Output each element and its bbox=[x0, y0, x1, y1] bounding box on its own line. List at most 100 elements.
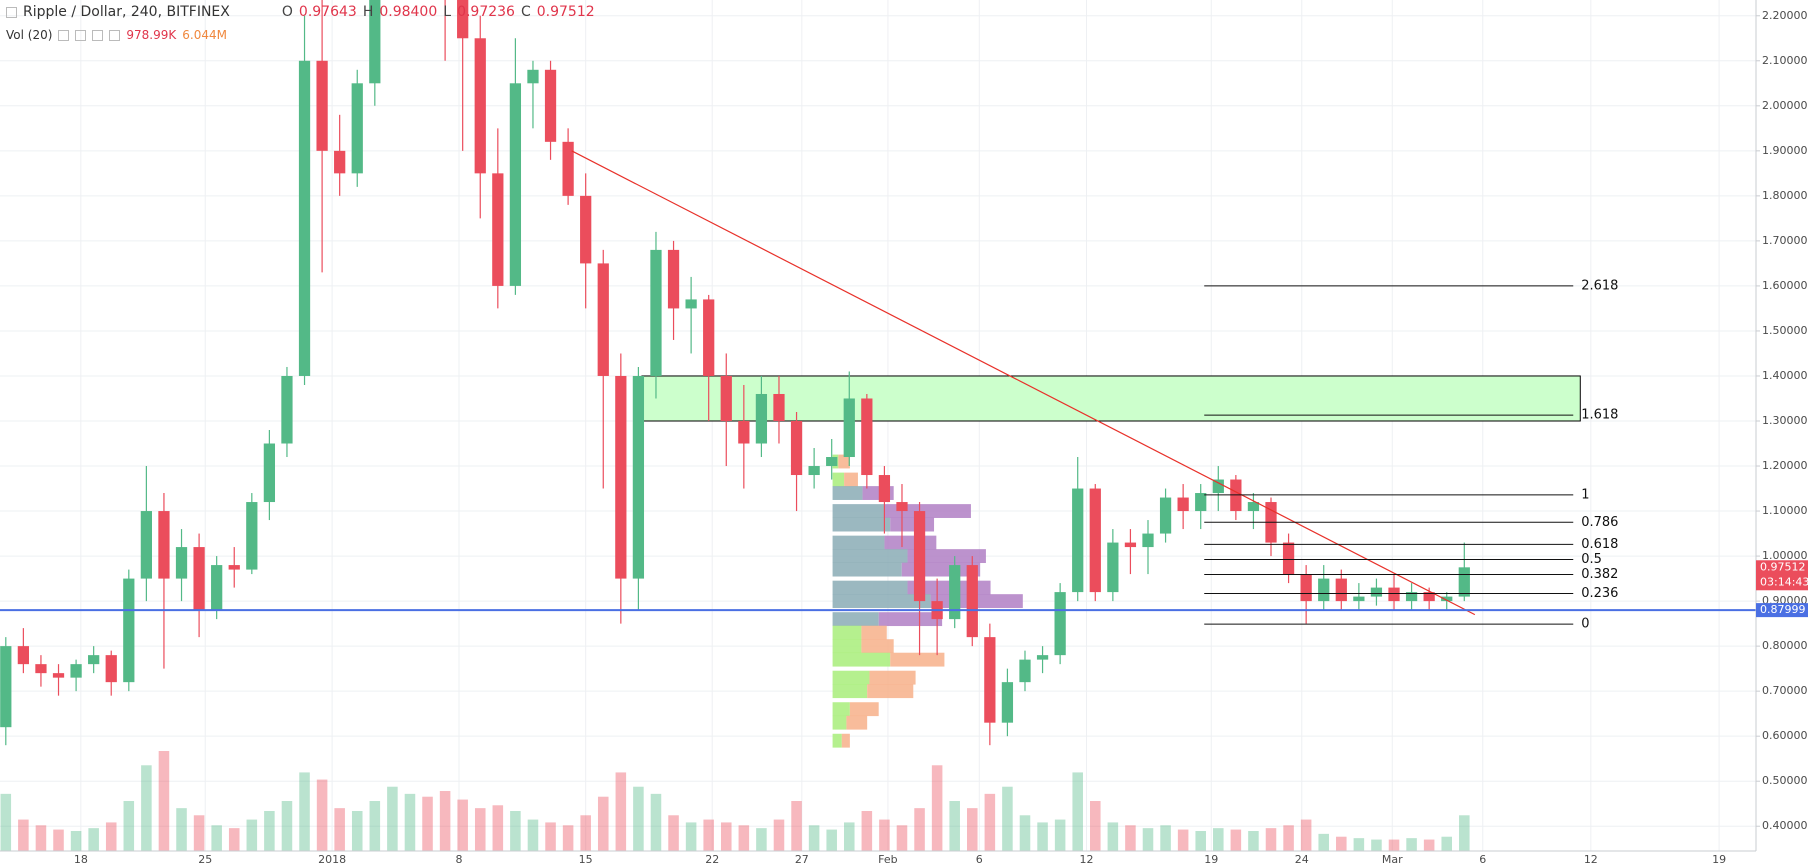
profile-up bbox=[832, 702, 850, 717]
x-tick-label: 2018 bbox=[318, 853, 346, 866]
volume-bar bbox=[984, 793, 996, 851]
open-value: 0.97643 bbox=[298, 4, 357, 20]
candle-body bbox=[1388, 587, 1400, 602]
candle-body bbox=[632, 375, 645, 579]
volume-bar bbox=[1054, 819, 1066, 851]
profile-down bbox=[849, 702, 879, 717]
profile-up bbox=[832, 580, 908, 595]
volume-bar bbox=[738, 825, 750, 851]
candle-body bbox=[1300, 574, 1312, 602]
volume-bar bbox=[1160, 825, 1171, 851]
price-axis-bg bbox=[1756, 0, 1808, 868]
volume-bar bbox=[808, 825, 820, 851]
profile-down bbox=[890, 517, 935, 532]
candle-body bbox=[123, 578, 135, 683]
profile-down bbox=[869, 670, 916, 685]
candle-body bbox=[615, 375, 627, 579]
fib-label: 1.618 bbox=[1581, 408, 1618, 423]
fib-label: 0.382 bbox=[1581, 567, 1618, 582]
candle-body bbox=[1089, 488, 1101, 593]
candle-body bbox=[1019, 659, 1031, 683]
volume-bar bbox=[1072, 772, 1083, 851]
candle-body bbox=[211, 565, 223, 611]
volume-bar bbox=[422, 796, 433, 851]
candle-body bbox=[509, 83, 522, 286]
high-value: 0.98400 bbox=[379, 4, 438, 20]
volume-bar bbox=[843, 822, 855, 851]
candle-body bbox=[843, 398, 855, 458]
volume-bar bbox=[88, 828, 99, 851]
add-icon[interactable] bbox=[92, 29, 104, 41]
x-tick-label: 22 bbox=[705, 853, 719, 866]
candle-body bbox=[1458, 567, 1470, 597]
x-tick-label: 8 bbox=[455, 853, 462, 866]
y-tick-label: 1.40000 bbox=[1762, 369, 1808, 382]
volume-bar bbox=[861, 811, 873, 851]
profile-up bbox=[832, 535, 885, 550]
eye-icon[interactable] bbox=[58, 29, 70, 41]
volume-bar bbox=[1336, 836, 1347, 851]
trend-line bbox=[571, 150, 1476, 616]
candle-body bbox=[1195, 493, 1207, 512]
candle-body bbox=[193, 547, 205, 611]
y-tick-label: 0.70000 bbox=[1762, 684, 1808, 697]
candle-body bbox=[1423, 592, 1435, 602]
candle-body bbox=[1212, 479, 1224, 494]
candle-body bbox=[1282, 542, 1295, 575]
candle-body bbox=[966, 565, 978, 638]
candle-body bbox=[1353, 596, 1365, 602]
candle-body bbox=[738, 420, 750, 444]
y-tick-label: 0.60000 bbox=[1762, 729, 1808, 742]
y-tick-label: 1.10000 bbox=[1762, 504, 1808, 517]
volume-bar bbox=[773, 819, 785, 851]
y-tick-label: 1.60000 bbox=[1762, 279, 1808, 292]
remove-icon[interactable] bbox=[109, 29, 121, 41]
volume-bar bbox=[334, 808, 345, 851]
candle-body bbox=[703, 299, 715, 376]
x-tick-label: 25 bbox=[198, 853, 212, 866]
candle-body bbox=[861, 398, 873, 476]
low-label: L bbox=[443, 4, 452, 20]
fib-label: 0.618 bbox=[1581, 537, 1618, 552]
collapse-icon[interactable] bbox=[6, 6, 17, 18]
profile-up bbox=[832, 562, 902, 577]
volume-bar bbox=[1318, 833, 1329, 851]
fib-label: 0.5 bbox=[1581, 552, 1602, 567]
y-tick-label: 1.80000 bbox=[1762, 189, 1808, 202]
profile-down bbox=[861, 625, 887, 640]
x-tick-label: 12 bbox=[1079, 853, 1093, 866]
candle-body bbox=[281, 375, 293, 444]
volume-bar bbox=[545, 822, 556, 851]
low-value: 0.97236 bbox=[457, 4, 515, 20]
profile-down bbox=[884, 535, 937, 550]
volume-bar bbox=[1019, 815, 1031, 851]
volume-bar bbox=[597, 796, 609, 851]
volume-label: Vol (20) bbox=[6, 28, 53, 42]
volume-bar bbox=[387, 786, 398, 851]
volume-bar bbox=[615, 772, 627, 851]
volume-bar bbox=[53, 829, 64, 851]
candle-body bbox=[755, 393, 768, 444]
candle-body bbox=[1370, 587, 1383, 597]
x-tick-label: 15 bbox=[579, 853, 593, 866]
candle-body bbox=[1107, 542, 1119, 593]
close-label: C bbox=[520, 4, 531, 20]
settings-icon[interactable] bbox=[75, 29, 87, 41]
candle-body bbox=[808, 466, 820, 476]
volume-bar bbox=[1230, 829, 1242, 851]
volume-value: 978.99K bbox=[126, 28, 177, 42]
candle-body bbox=[949, 565, 961, 620]
candle-body bbox=[158, 511, 170, 579]
candle-body bbox=[140, 511, 153, 579]
y-tick-label: 0.50000 bbox=[1762, 774, 1808, 787]
volume-bar bbox=[0, 793, 12, 851]
volume-bar bbox=[967, 808, 978, 851]
candle-body bbox=[1441, 596, 1453, 602]
candle-body bbox=[720, 375, 732, 421]
candle-body bbox=[597, 263, 609, 376]
countdown: 03:14:43 bbox=[1760, 575, 1808, 588]
fib-label: 2.618 bbox=[1581, 278, 1618, 293]
profile-up bbox=[832, 549, 908, 564]
fib-label: 0 bbox=[1581, 617, 1589, 632]
x-tick-label: 6 bbox=[1479, 853, 1486, 866]
